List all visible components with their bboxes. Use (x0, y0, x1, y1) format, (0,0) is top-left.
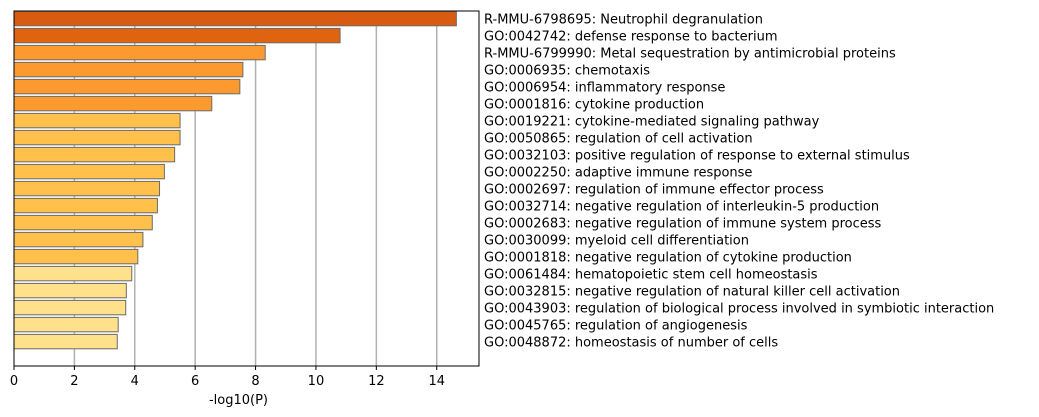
x-axis-label: -log10(P) (209, 393, 268, 408)
bar (13, 146, 176, 163)
bar (13, 265, 133, 282)
category-label: GO:0001818: negative regulation of cytok… (484, 251, 852, 266)
category-labels: R-MMU-6798695: Neutrophil degranulation G… (484, 13, 994, 351)
bar (13, 231, 144, 248)
plot-frame (13, 10, 480, 367)
x-tick-label: 10 (308, 374, 325, 389)
category-label: GO:0050865: regulation of cell activatio… (484, 132, 753, 147)
bar (13, 129, 181, 146)
category-label: GO:0002250: adaptive immune response (484, 166, 752, 181)
category-label: GO:0032815: negative regulation of natur… (484, 285, 900, 300)
bar (13, 112, 181, 129)
bar (13, 214, 153, 231)
bar (13, 95, 213, 112)
x-tick-label: 12 (368, 374, 385, 389)
x-tick-label: 14 (428, 374, 445, 389)
bar (13, 78, 241, 95)
category-label: GO:0043903: regulation of biological pro… (484, 302, 994, 317)
category-label: GO:0032103: positive regulation of respo… (484, 149, 910, 164)
category-label: GO:0042742: defense response to bacteriu… (484, 30, 778, 45)
bar (13, 316, 119, 333)
category-label: R-MMU-6799990: Metal sequestration by an… (484, 47, 896, 62)
bar (13, 248, 139, 265)
bar (13, 163, 165, 180)
bar (13, 180, 161, 197)
bars (13, 10, 457, 350)
x-tick-label: 6 (191, 374, 199, 389)
x-tick-label: 4 (131, 374, 139, 389)
category-label: GO:0045765: regulation of angiogenesis (484, 319, 748, 334)
bar (13, 44, 266, 61)
category-label: GO:0002697: regulation of immune effecto… (484, 183, 824, 198)
bar (13, 61, 244, 78)
x-tick-label: 2 (70, 374, 78, 389)
category-label: GO:0030099: myeloid cell differentiation (484, 234, 749, 249)
category-label: GO:0048872: homeostasis of number of cel… (484, 336, 778, 351)
x-tick-label: 0 (10, 374, 18, 389)
category-label: GO:0006954: inflammatory response (484, 81, 725, 96)
category-label: GO:0061484: hematopoietic stem cell home… (484, 268, 818, 283)
category-label: GO:0006935: chemotaxis (484, 64, 650, 79)
x-tick-label: 8 (251, 374, 259, 389)
bar (13, 282, 127, 299)
category-label: GO:0001816: cytokine production (484, 98, 704, 113)
bar (13, 333, 118, 350)
category-label: GO:0032714: negative regulation of inter… (484, 200, 879, 215)
category-label: R-MMU-6798695: Neutrophil degranulation (484, 13, 763, 28)
bar (13, 299, 127, 316)
category-label: GO:0019221: cytokine-mediated signaling … (484, 115, 820, 130)
bar (13, 27, 341, 44)
bar (13, 10, 457, 27)
bar (13, 197, 158, 214)
x-axis-ticks: 0 2 4 6 8 10 12 14 (10, 366, 445, 389)
category-label: GO:0002683: negative regulation of immun… (484, 217, 882, 232)
